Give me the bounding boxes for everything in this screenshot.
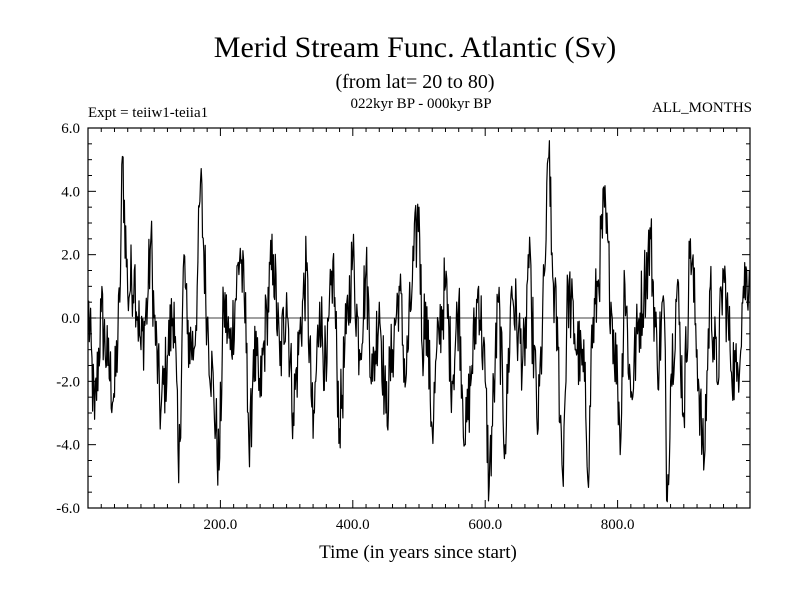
- y-tick-label: 0.0: [61, 311, 80, 327]
- chart-subtitle: (from lat= 20 to 80): [335, 71, 494, 93]
- data-series-line: [87, 140, 751, 503]
- y-tick-label: -6.0: [56, 501, 80, 517]
- y-tick-label: 4.0: [61, 184, 80, 200]
- x-axis-label: Time (in years since start): [319, 542, 517, 563]
- chart-title: Merid Stream Func. Atlantic (Sv): [214, 31, 616, 64]
- x-tick-label: 200.0: [204, 517, 238, 533]
- x-tick-label: 400.0: [336, 517, 370, 533]
- y-tick-label: -4.0: [56, 438, 80, 454]
- y-tick-label: -2.0: [56, 374, 80, 390]
- time-range-label: 022kyr BP - 000kyr BP: [350, 96, 491, 112]
- x-tick-label: 800.0: [601, 517, 635, 533]
- y-tick-label: 6.0: [61, 121, 80, 137]
- x-tick-label: 600.0: [468, 517, 502, 533]
- months-label: ALL_MONTHS: [652, 100, 752, 116]
- y-tick-label: 2.0: [61, 248, 80, 264]
- experiment-label: Expt = teiiw1-teiia1: [88, 105, 208, 121]
- plot-area: 200.0 400.0 600.0 800.0 -6.0 -4.0 -2.0 0.0 2.0 4.…: [56, 121, 751, 533]
